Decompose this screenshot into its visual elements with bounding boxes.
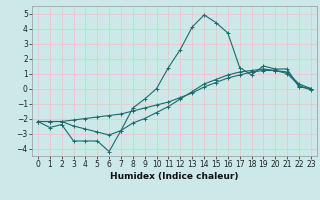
- X-axis label: Humidex (Indice chaleur): Humidex (Indice chaleur): [110, 172, 239, 181]
